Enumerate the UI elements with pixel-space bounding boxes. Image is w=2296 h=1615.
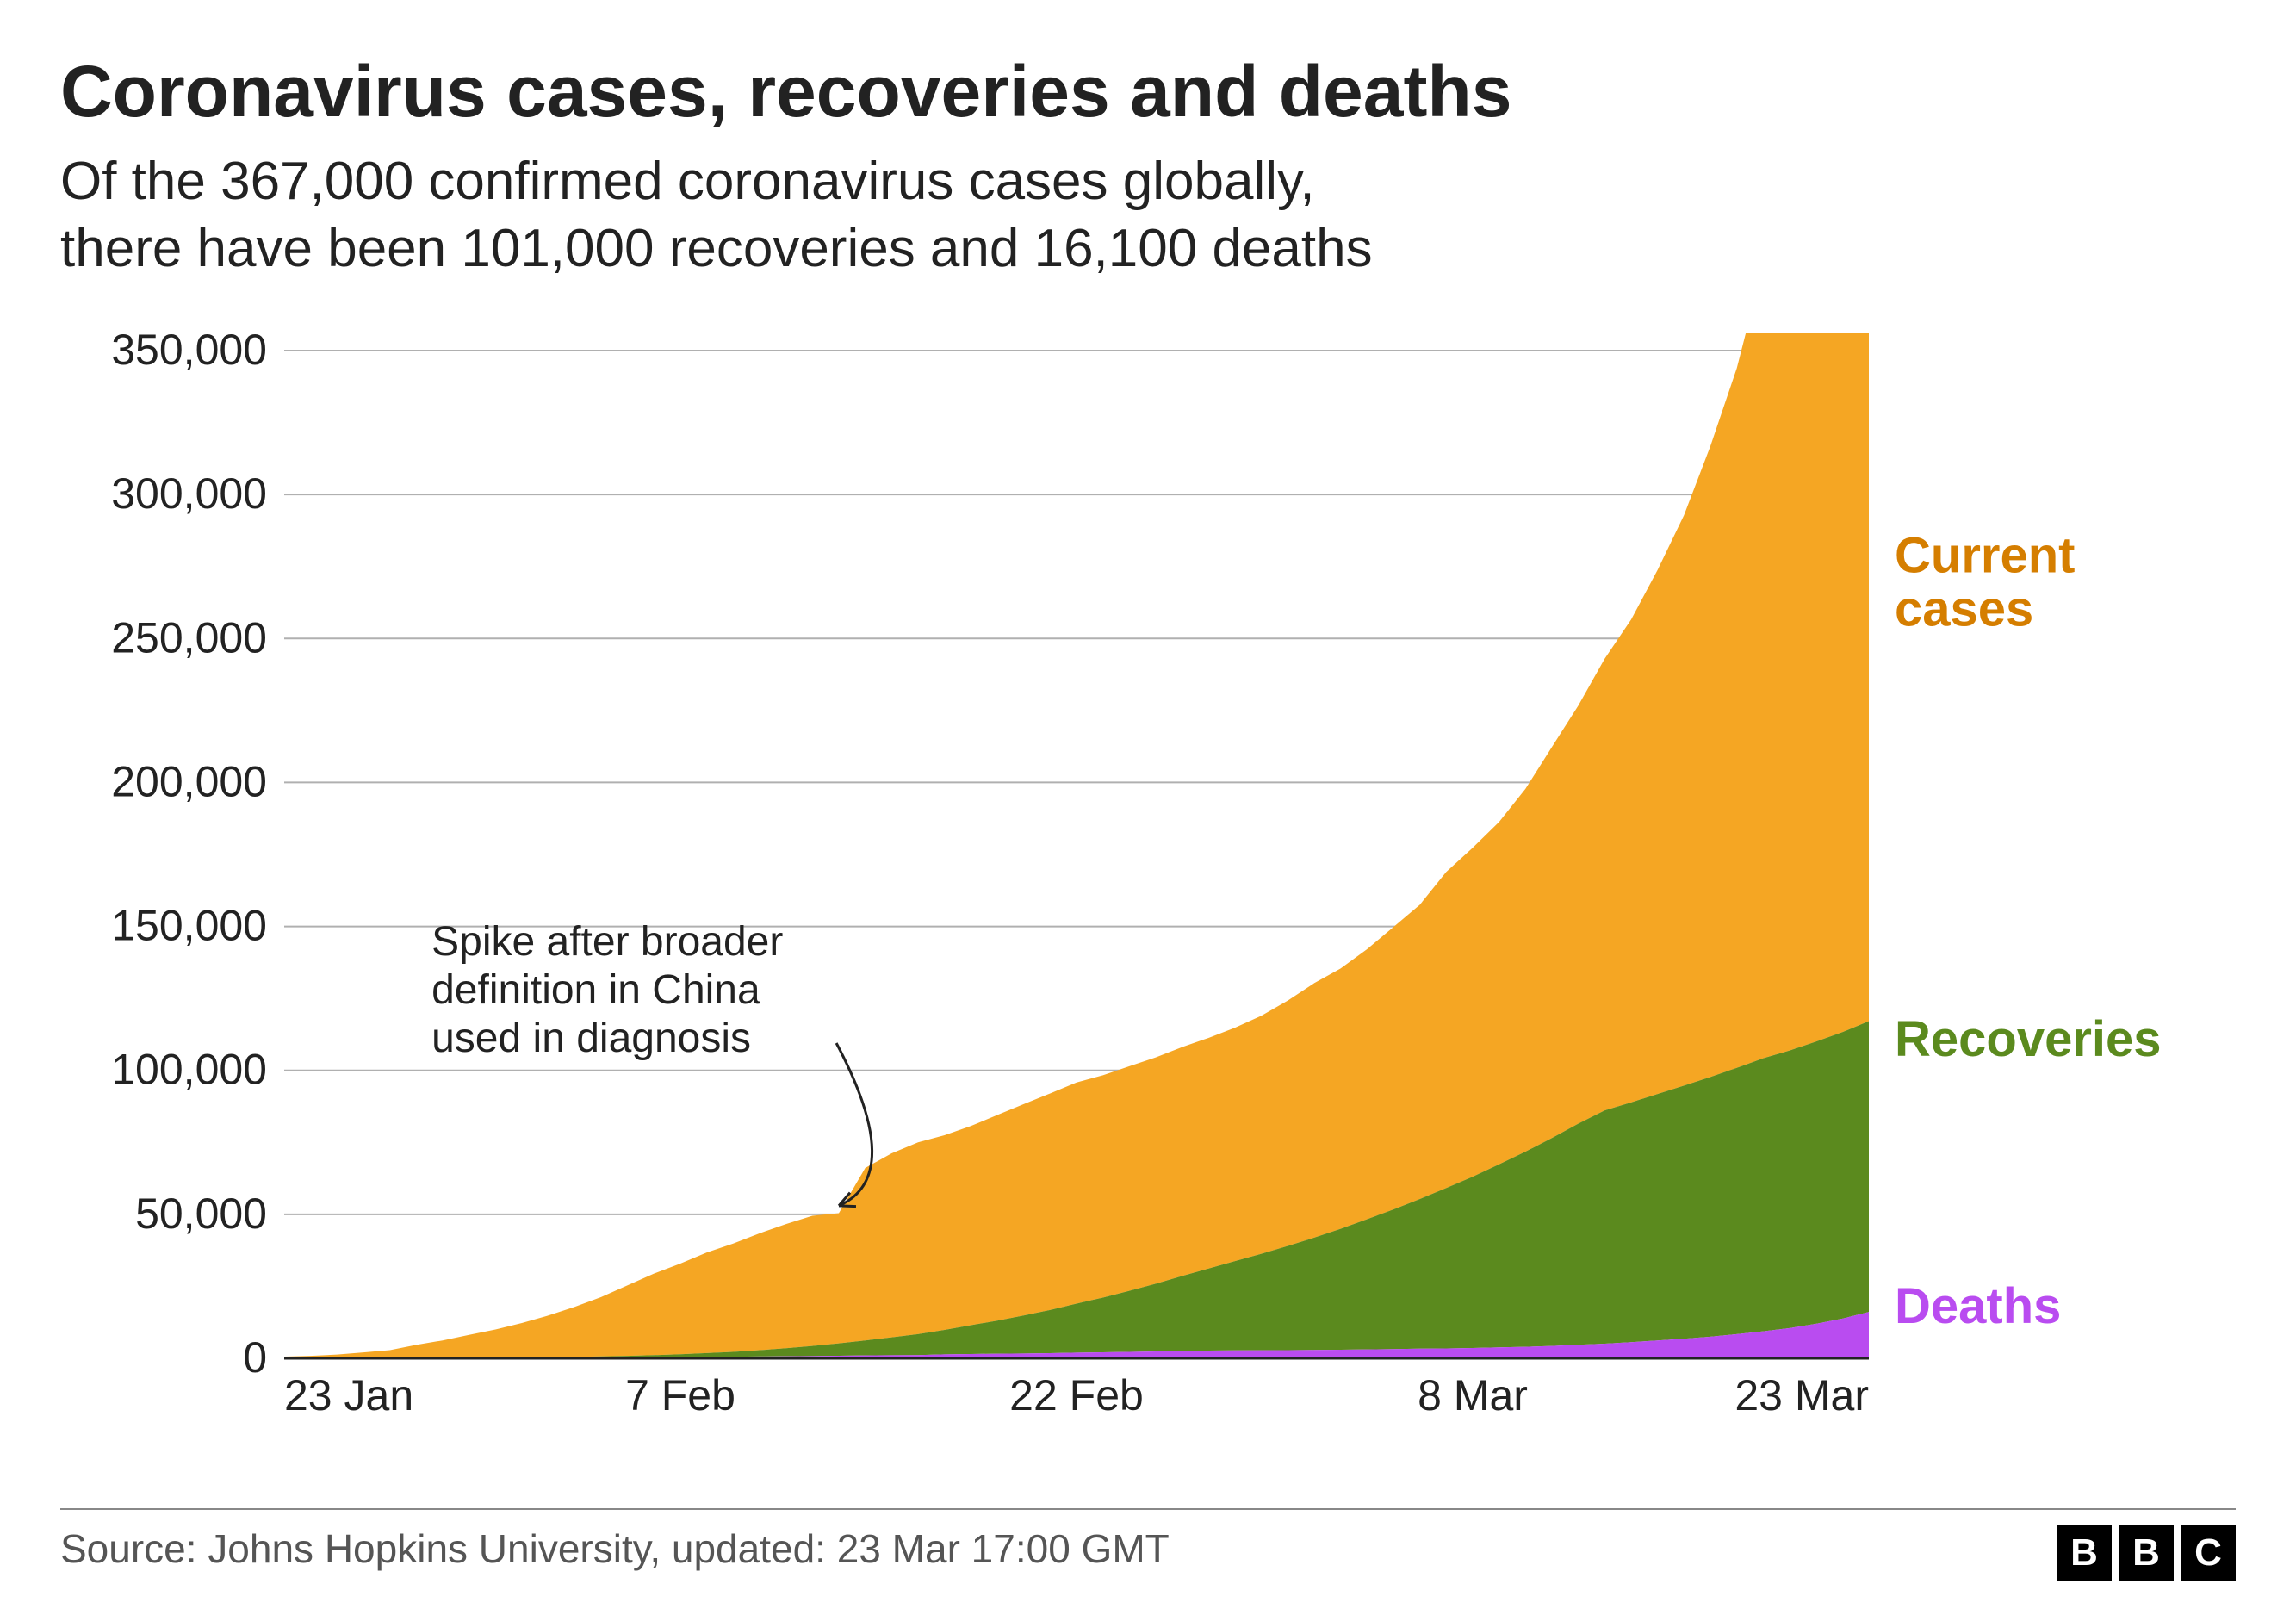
source-attribution: Source: Johns Hopkins University, update… — [60, 1525, 1170, 1572]
svg-text:used in diagnosis: used in diagnosis — [431, 1016, 751, 1061]
bbc-logo-letter: B — [2119, 1525, 2174, 1581]
bbc-logo-letter: C — [2181, 1525, 2236, 1581]
svg-text:7 Feb: 7 Feb — [625, 1371, 735, 1419]
svg-text:Current: Current — [1895, 528, 2075, 584]
svg-text:cases: cases — [1895, 581, 2033, 637]
bbc-logo-letter: B — [2057, 1525, 2112, 1581]
bbc-logo: B B C — [2057, 1525, 2236, 1581]
svg-text:23 Jan: 23 Jan — [284, 1371, 413, 1419]
svg-text:23 Mar: 23 Mar — [1734, 1371, 1869, 1419]
svg-text:Spike after broader: Spike after broader — [431, 919, 783, 965]
chart-title: Coronavirus cases, recoveries and deaths — [60, 52, 2236, 131]
svg-text:350,000: 350,000 — [111, 333, 267, 374]
svg-text:200,000: 200,000 — [111, 758, 267, 806]
svg-text:Deaths: Deaths — [1895, 1278, 2061, 1334]
svg-text:100,000: 100,000 — [111, 1046, 267, 1094]
svg-text:50,000: 50,000 — [135, 1190, 267, 1238]
svg-text:300,000: 300,000 — [111, 470, 267, 519]
svg-text:250,000: 250,000 — [111, 614, 267, 662]
svg-text:150,000: 150,000 — [111, 902, 267, 950]
chart-area: 0 50,000 100,000 150,000 200,000 250,000 300,0… — [60, 333, 2231, 1444]
chart-subtitle: Of the 367,000 confirmed coronavirus cas… — [60, 148, 2236, 282]
svg-text:definition in China: definition in China — [431, 967, 760, 1013]
area-chart-svg: 0 50,000 100,000 150,000 200,000 250,000 300,0… — [60, 333, 2231, 1444]
svg-text:Recoveries: Recoveries — [1895, 1011, 2162, 1067]
chart-footer: Source: Johns Hopkins University, update… — [60, 1508, 2236, 1581]
chart-container: Coronavirus cases, recoveries and deaths… — [0, 0, 2296, 1615]
svg-text:22 Feb: 22 Feb — [1009, 1371, 1144, 1419]
svg-text:0: 0 — [243, 1333, 267, 1382]
svg-text:8 Mar: 8 Mar — [1418, 1371, 1528, 1419]
